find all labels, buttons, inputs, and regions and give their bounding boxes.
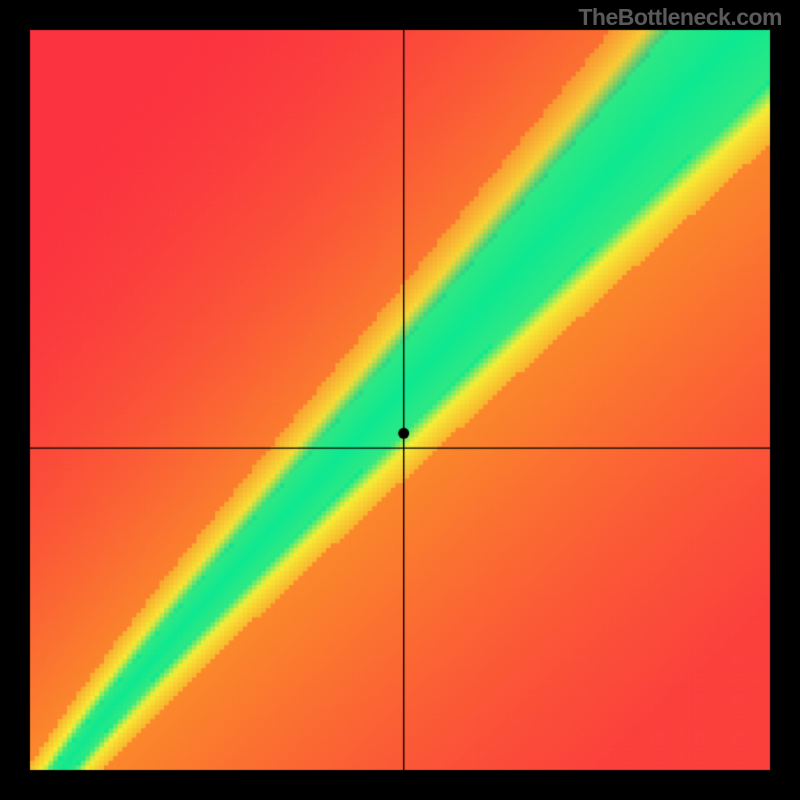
bottleneck-heatmap-canvas bbox=[0, 0, 800, 800]
chart-container: TheBottleneck.com bbox=[0, 0, 800, 800]
attribution-label: TheBottleneck.com bbox=[578, 4, 782, 31]
